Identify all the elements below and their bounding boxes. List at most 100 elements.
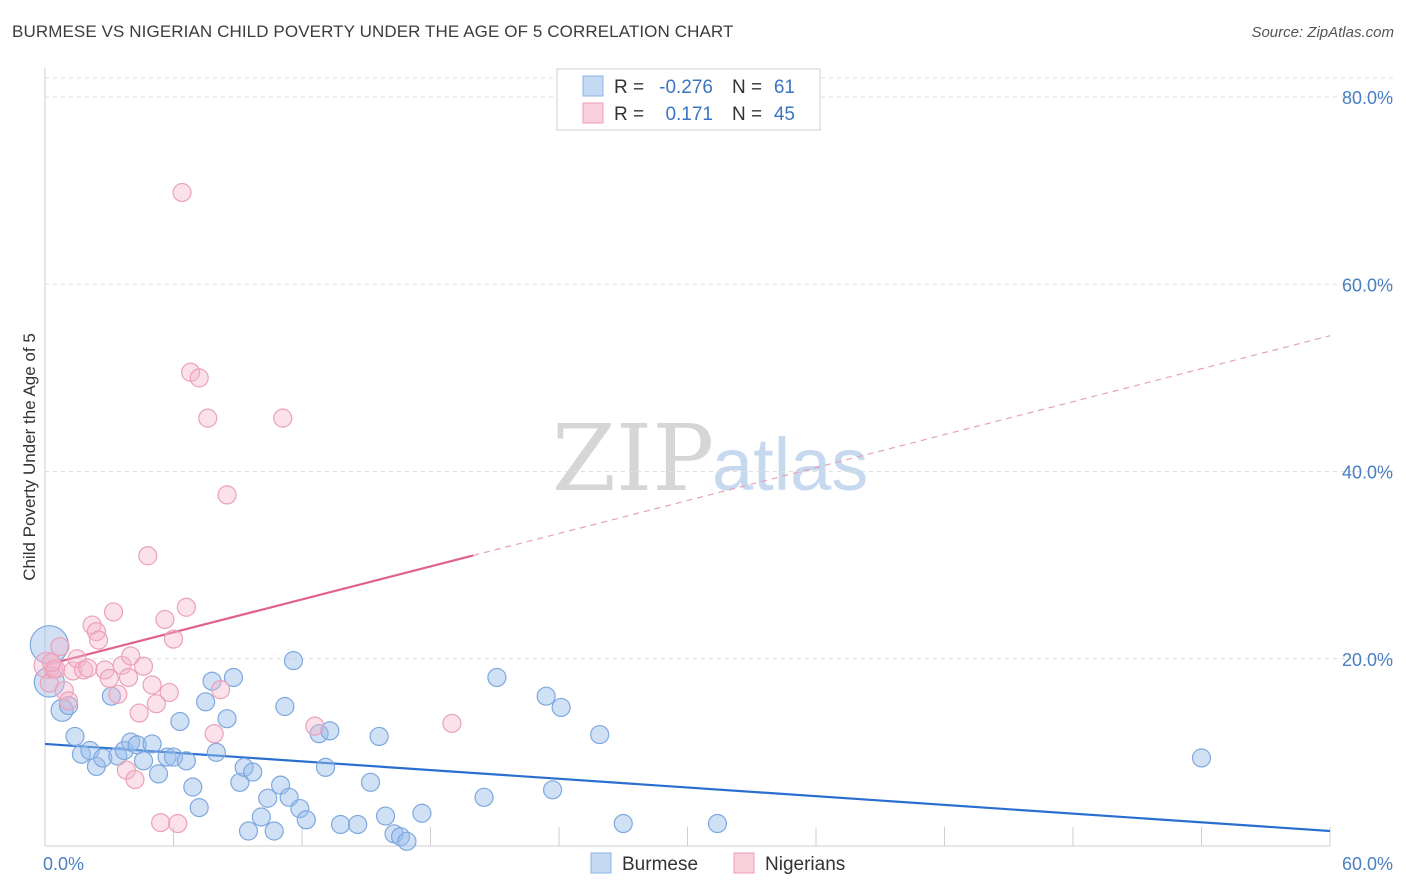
point-nigerians xyxy=(146,694,166,714)
grid-lines xyxy=(45,77,1393,660)
point-nigerians xyxy=(133,656,154,676)
legend-r-label-nigerians: R = xyxy=(614,104,644,125)
point-burmese xyxy=(264,821,284,841)
y-tick-labels: 20.0% 40.0% 60.0% 80.0% xyxy=(1342,88,1393,670)
point-burmese xyxy=(65,726,85,747)
axes xyxy=(44,68,1331,847)
y-axis-label: Child Poverty Under the Age of 5 xyxy=(20,333,39,581)
watermark-zip: ZIP xyxy=(552,405,714,512)
series-legend-label-burmese: Burmese xyxy=(622,854,698,875)
point-burmese xyxy=(251,807,271,827)
legend-swatch-nigerians xyxy=(582,102,604,124)
point-nigerians xyxy=(273,408,293,428)
point-nigerians xyxy=(151,812,171,833)
point-nigerians xyxy=(63,661,83,681)
point-burmese xyxy=(163,747,184,767)
point-burmese xyxy=(348,814,368,835)
point-burmese xyxy=(536,686,556,706)
point-nigerians xyxy=(142,675,162,695)
point-burmese xyxy=(283,651,304,671)
point-nigerians xyxy=(125,769,145,790)
point-burmese xyxy=(148,764,169,784)
point-nigerians xyxy=(159,682,179,703)
point-burmese xyxy=(230,772,250,792)
watermark-atlas: atlas xyxy=(712,423,868,506)
point-burmese xyxy=(196,692,216,712)
point-burmese xyxy=(170,711,190,732)
point-burmese xyxy=(217,709,237,729)
legend-r-value-nigerians: 0.171 xyxy=(665,104,713,125)
point-burmese xyxy=(176,751,196,771)
source-attribution: Source: ZipAtlas.com xyxy=(1251,24,1394,41)
y-tick-label: 60.0% xyxy=(1342,275,1393,295)
point-burmese xyxy=(290,798,310,819)
point-burmese xyxy=(223,667,244,688)
point-burmese xyxy=(58,695,79,716)
point-nigerians xyxy=(41,652,62,673)
legend-swatch-burmese xyxy=(582,75,604,97)
point-nigerians xyxy=(118,667,139,688)
point-burmese xyxy=(397,831,417,851)
series-legend-swatch-nigerians xyxy=(733,852,755,874)
point-nigerians xyxy=(54,680,74,701)
point-nigerians xyxy=(305,716,325,736)
point-nigerians xyxy=(204,724,224,744)
point-nigerians xyxy=(129,703,149,723)
point-nigerians xyxy=(99,668,119,689)
point-burmese xyxy=(258,788,278,808)
y-tick-label: 20.0% xyxy=(1342,650,1393,670)
point-burmese xyxy=(142,734,162,754)
point-burmese xyxy=(590,724,610,745)
series-legend-label-nigerians: Nigerians xyxy=(765,854,845,875)
point-nigerians xyxy=(442,713,462,733)
legend-r-value-burmese: -0.276 xyxy=(659,77,713,98)
point-burmese xyxy=(315,757,336,777)
point-nigerians xyxy=(138,546,158,566)
point-burmese xyxy=(133,751,154,771)
point-burmese xyxy=(613,813,633,834)
trend-line-burmese xyxy=(44,742,1331,833)
point-burmese xyxy=(375,806,396,826)
point-burmese xyxy=(412,803,432,823)
x-tick-label-min: 0.0% xyxy=(43,854,84,874)
point-burmese xyxy=(369,726,389,747)
point-nigerians xyxy=(211,680,231,700)
point-nigerians xyxy=(58,691,79,711)
point-nigerians xyxy=(217,485,237,505)
legend-r-label-burmese: R = xyxy=(614,77,644,98)
point-burmese xyxy=(206,742,226,762)
point-burmese xyxy=(238,821,259,841)
point-burmese xyxy=(551,697,571,718)
point-burmese xyxy=(243,762,263,782)
point-burmese xyxy=(183,777,203,797)
point-burmese xyxy=(360,772,381,792)
y-tick-label: 80.0% xyxy=(1342,88,1393,108)
point-nigerians xyxy=(108,684,128,704)
legend-n-label-burmese: N = xyxy=(732,77,762,98)
point-burmese xyxy=(189,798,209,818)
series-legend: Burmese Nigerians xyxy=(590,852,845,875)
chart-title: BURMESE VS NIGERIAN CHILD POVERTY UNDER … xyxy=(12,22,734,41)
stats-legend: R = -0.276 N = 61 R = 0.171 N = 45 xyxy=(556,68,821,131)
point-nigerians xyxy=(168,813,188,834)
trend-line-nigerians-extension xyxy=(473,335,1331,557)
point-burmese xyxy=(93,748,113,768)
point-burmese xyxy=(707,813,728,834)
point-burmese xyxy=(320,721,340,741)
point-nigerians xyxy=(121,646,141,666)
point-nigerians xyxy=(189,368,209,388)
legend-n-value-burmese: 61 xyxy=(774,77,795,98)
point-nigerians xyxy=(198,408,218,428)
legend-n-value-nigerians: 45 xyxy=(774,104,795,125)
point-burmese xyxy=(1191,748,1212,768)
point-nigerians xyxy=(155,609,175,630)
point-burmese xyxy=(474,787,494,807)
trend-lines xyxy=(44,335,1331,833)
point-burmese xyxy=(542,780,563,800)
point-burmese xyxy=(275,696,295,717)
point-nigerians xyxy=(88,630,109,650)
y-tick-label: 40.0% xyxy=(1342,463,1393,483)
point-nigerians xyxy=(78,658,98,678)
point-nigerians xyxy=(163,629,184,649)
